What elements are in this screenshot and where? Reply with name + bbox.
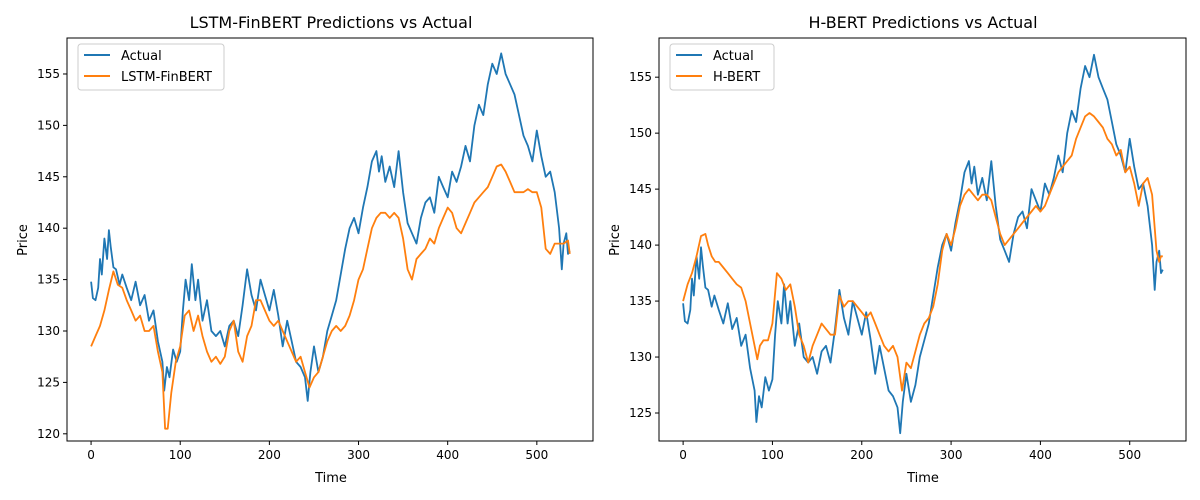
x-tick-label: 500 xyxy=(1118,448,1141,462)
series-line-actual xyxy=(90,52,571,402)
legend-label-h-bert: H-BERT xyxy=(713,70,760,85)
x-tick-label: 200 xyxy=(258,448,281,462)
series-line-lstm-finbert xyxy=(90,163,571,430)
y-tick-label: 125 xyxy=(629,406,652,420)
x-tick-label: 500 xyxy=(525,448,548,462)
y-tick-label: 130 xyxy=(37,324,60,338)
tick-layer: 0 100 200 300 400 500 125 130 135 140 145 150 155 xyxy=(629,70,1141,462)
chart-panel-h-bert: H-BERT Predictions vs Actual Time Price … xyxy=(608,13,1187,486)
series-layer xyxy=(682,53,1164,435)
chart-panel-lstm-finbert: LSTM-FinBERT Predictions vs Actual Time … xyxy=(16,13,594,486)
legend: Actual H-BERT xyxy=(669,43,775,91)
x-axis-label: Time xyxy=(906,471,939,486)
legend-label-actual: Actual xyxy=(713,49,754,64)
y-tick-label: 135 xyxy=(37,273,60,287)
y-tick-label: 155 xyxy=(629,70,652,84)
series-layer xyxy=(90,52,571,430)
plot-frame xyxy=(658,37,1187,442)
chart-title: H-BERT Predictions vs Actual xyxy=(808,13,1037,32)
legend-box xyxy=(77,43,225,91)
y-tick-label: 135 xyxy=(629,294,652,308)
x-tick-label: 200 xyxy=(850,448,873,462)
tick-layer: 0 100 200 300 400 500 120 125 130 135 140 145 150 155 xyxy=(37,67,548,462)
legend-label-actual: Actual xyxy=(121,49,162,64)
y-tick-label: 145 xyxy=(629,182,652,196)
series-line-h-bert xyxy=(682,112,1163,392)
y-tick-label: 130 xyxy=(629,350,652,364)
y-tick-label: 125 xyxy=(37,375,60,389)
legend: Actual LSTM-FinBERT xyxy=(77,43,225,91)
y-axis-label: Price xyxy=(608,224,623,256)
y-tick-label: 140 xyxy=(629,238,652,252)
x-tick-label: 300 xyxy=(940,448,963,462)
x-tick-label: 100 xyxy=(761,448,784,462)
y-axis-label: Price xyxy=(16,224,31,256)
series-line-actual xyxy=(682,53,1164,435)
x-axis-label: Time xyxy=(314,471,347,486)
plot-frame xyxy=(66,37,594,442)
y-tick-label: 155 xyxy=(37,67,60,81)
x-tick-label: 0 xyxy=(679,448,687,462)
x-tick-label: 0 xyxy=(87,448,95,462)
x-tick-label: 100 xyxy=(169,448,192,462)
x-tick-label: 300 xyxy=(347,448,370,462)
y-tick-label: 140 xyxy=(37,221,60,235)
y-tick-label: 120 xyxy=(37,427,60,441)
y-tick-label: 145 xyxy=(37,170,60,184)
chart-title: LSTM-FinBERT Predictions vs Actual xyxy=(190,13,473,32)
x-tick-label: 400 xyxy=(1029,448,1052,462)
y-tick-label: 150 xyxy=(37,118,60,132)
legend-label-lstm-finbert: LSTM-FinBERT xyxy=(121,70,212,85)
x-tick-label: 400 xyxy=(436,448,459,462)
y-tick-label: 150 xyxy=(629,126,652,140)
